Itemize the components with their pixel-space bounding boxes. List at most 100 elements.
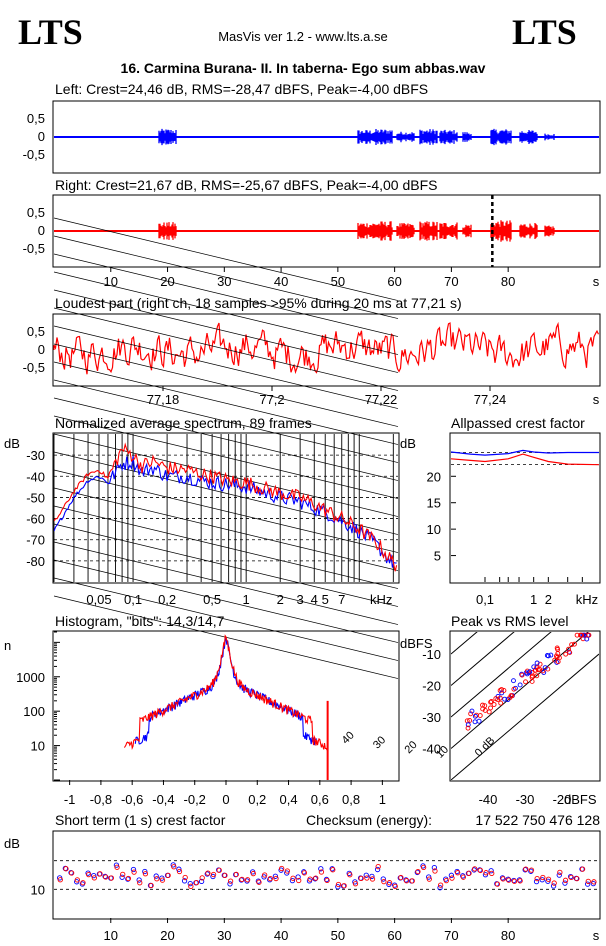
scatter-point (545, 666, 551, 672)
crest-point-right (159, 877, 166, 883)
crest-point-right (506, 877, 512, 883)
x-tick-label: 1 (379, 792, 386, 807)
crest-point-right (534, 876, 540, 882)
x-tick-label: 5 (322, 592, 329, 607)
spectrum-right-line (54, 442, 398, 572)
crest-point-right (426, 876, 432, 882)
scatter-point (488, 705, 493, 711)
slope-line (53, 379, 399, 463)
spectrum-y-axis: -30 -40 -50 -60 -70 -80 (26, 448, 45, 569)
short-title: Short term (1 s) crest factor (55, 812, 226, 828)
scatter-point (537, 661, 543, 667)
peakrms-y-unit: dBFS (400, 636, 433, 651)
y-tick-label: -10 (422, 647, 441, 662)
scatter-point (501, 688, 507, 693)
x-tick-label: 60 (387, 928, 401, 943)
slope-line (53, 307, 399, 391)
scatter-point (578, 632, 584, 638)
crest-point-right (120, 871, 126, 878)
crest-point-left (533, 878, 540, 885)
crest-point-left (363, 872, 369, 878)
loudest-ytick: 0 (38, 342, 45, 357)
crest-point-left (318, 866, 324, 872)
short-x-axis: 10 20 30 40 50 60 70 80 s (104, 918, 600, 943)
scatter-point (491, 702, 497, 707)
scatter-point (472, 719, 478, 725)
crest-point-right (125, 875, 132, 882)
spectrum-x-axis: 0,05 0,1 0,2 0,5 1 2 3 4 5 7 (86, 592, 345, 607)
left-ytick: 0,5 (27, 111, 45, 126)
crest-point-right (318, 869, 325, 875)
slope-line (53, 415, 399, 499)
x-tick-label: 0,2 (248, 792, 266, 807)
allpass-x-axis: 0,1 1 2 kHz (476, 592, 598, 607)
crest-point-right (256, 879, 262, 885)
crest-point-left (335, 884, 341, 890)
crest-point-right (80, 880, 86, 886)
right-ytick: 0 (38, 223, 45, 238)
x-unit-label: s (593, 274, 600, 289)
logo-right: LTS (512, 12, 577, 52)
crest-point-right (313, 875, 319, 881)
y-tick-label: -70 (26, 533, 45, 548)
scatter-point (480, 702, 485, 708)
scatter-point (569, 642, 575, 648)
crest-point-right (460, 874, 466, 880)
crest-point-left (119, 874, 125, 880)
loudest-ytick: -0,5 (23, 360, 45, 375)
crest-point-right (103, 874, 109, 880)
peakrms-title: Peak vs RMS level (451, 613, 568, 629)
crest-point-left (488, 868, 494, 874)
diag-line (451, 632, 589, 749)
y-tick-label: 15 (427, 496, 441, 511)
crest-point-right (182, 874, 188, 881)
scatter-point (548, 652, 554, 658)
left-ticks: 0,5 0 -0,5 (23, 111, 45, 162)
y-tick-label: -40 (26, 469, 45, 484)
crest-point-left (539, 877, 545, 883)
crest-point-right (523, 866, 529, 872)
crest-point-right (557, 869, 563, 876)
crest-point-left (556, 872, 562, 878)
crest-point-right (511, 878, 518, 884)
crest-point-right (369, 876, 376, 882)
crest-point-right (335, 881, 342, 888)
allpass-right-line (450, 453, 600, 466)
crest-point-right (330, 867, 336, 873)
crest-point-left (584, 881, 591, 887)
crest-point-left (437, 885, 443, 891)
crest-point-left (130, 866, 137, 873)
x-tick-label: 30 (217, 274, 231, 289)
slope-line (53, 361, 399, 445)
crest-point-left (374, 866, 381, 873)
crest-point-right (273, 875, 279, 882)
x-tick-label: 0,1 (124, 592, 142, 607)
x-tick-label: -1 (64, 792, 76, 807)
x-tick-label: 0,05 (86, 592, 111, 607)
app-title: MasVis ver 1.2 - www.lts.a.se (218, 29, 388, 44)
x-unit-label: kHz (576, 592, 598, 607)
crest-point-right (432, 868, 438, 874)
crest-point-right (205, 870, 211, 876)
x-tick-label: 77,24 (474, 392, 507, 407)
checksum-label: Checksum (energy): (306, 812, 432, 828)
loudest-frame (52, 313, 601, 387)
short-frame (52, 830, 601, 920)
crest-point-right (540, 874, 546, 881)
scatter-point (488, 699, 494, 704)
diag-line (451, 632, 515, 686)
crest-point-left (431, 865, 438, 871)
crest-point-left (477, 867, 483, 873)
crest-point-right (262, 872, 268, 878)
scatter-point (502, 696, 508, 702)
histogram-frame (52, 630, 400, 782)
crest-point-right (165, 872, 171, 879)
crest-point-right (472, 866, 478, 872)
allpass-grid (451, 452, 599, 582)
crest-point-right (579, 866, 586, 872)
crest-point-left (176, 866, 182, 872)
scatter-point (467, 718, 473, 723)
right-waveform (54, 195, 599, 267)
x-tick-label: -40 (479, 792, 498, 807)
y-tick-label: 1000 (16, 670, 45, 685)
